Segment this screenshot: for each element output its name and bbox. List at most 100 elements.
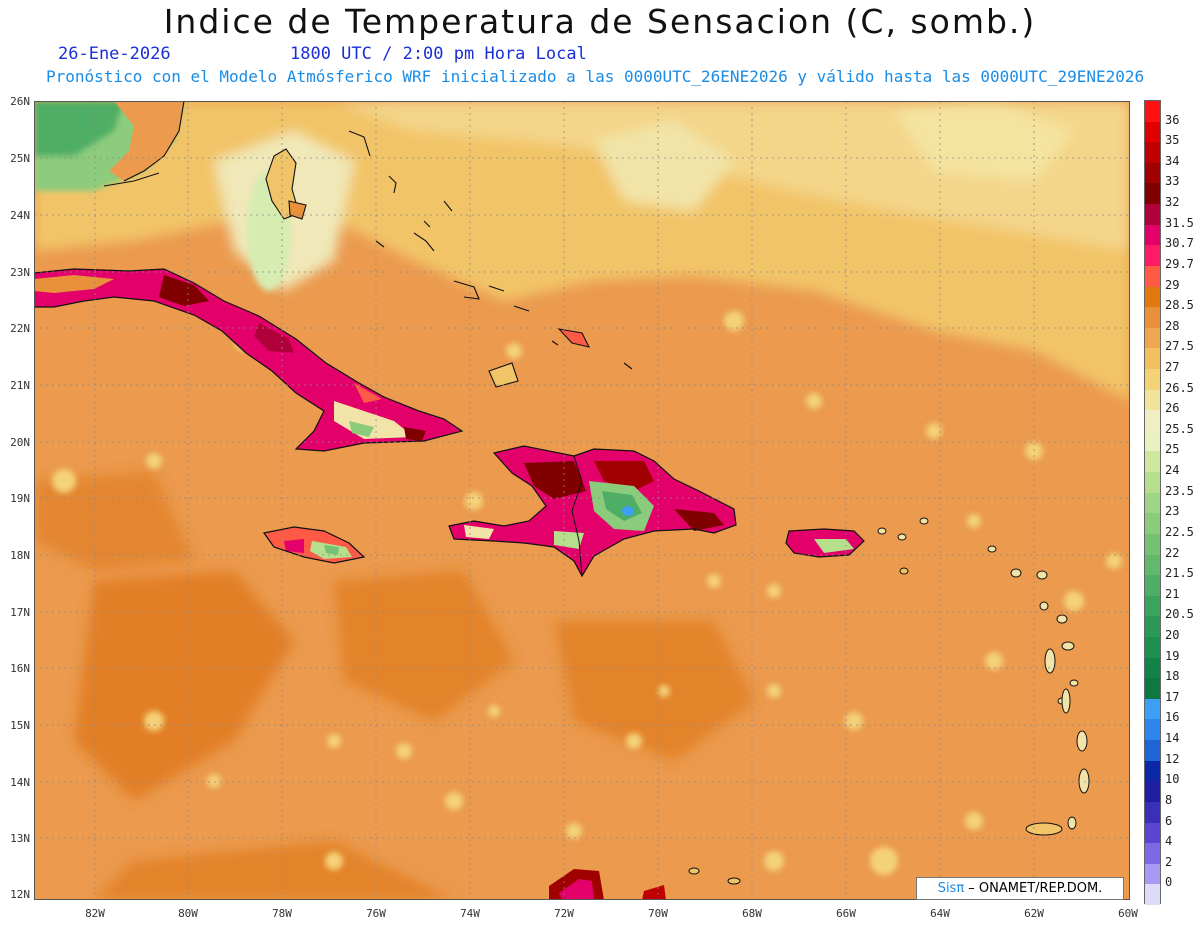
- colorbar-swatch: [1145, 843, 1160, 865]
- colorbar: [1144, 100, 1161, 906]
- colorbar-level-label: 36: [1165, 112, 1180, 127]
- lesser-antilles-islands: [688, 517, 1090, 885]
- lon-label: 70W: [648, 907, 668, 920]
- colorbar-swatch: [1145, 430, 1160, 452]
- colorbar-swatch: [1145, 781, 1160, 803]
- puerto-rico-land: [785, 528, 865, 558]
- lat-label: 13N: [10, 832, 30, 845]
- lon-label: 78W: [272, 907, 292, 920]
- colorbar-level-label: 29.7: [1165, 256, 1194, 271]
- colorbar-swatch: [1145, 348, 1160, 370]
- credit-org: – ONAMET/REP.DOM.: [964, 881, 1103, 896]
- sispi-logo: Sisπ: [937, 881, 965, 896]
- date-label: 26-Ene-2026: [58, 44, 171, 64]
- colorbar-swatch: [1145, 369, 1160, 391]
- colorbar-level-label: 30.7: [1165, 236, 1194, 251]
- colorbar-swatch: [1145, 142, 1160, 164]
- colorbar-level-label: 27: [1165, 360, 1180, 374]
- colorbar-level-label: 28.5: [1165, 298, 1194, 313]
- colorbar-swatch: [1145, 657, 1160, 679]
- colorbar-swatch: [1145, 740, 1160, 762]
- lat-label: 12N: [10, 888, 30, 901]
- lon-label: 60W: [1118, 907, 1138, 920]
- lat-label: 17N: [10, 606, 30, 619]
- colorbar-level-label: 12: [1165, 751, 1180, 766]
- lat-label: 16N: [10, 662, 30, 675]
- lon-label: 62W: [1024, 907, 1044, 920]
- colorbar-level-label: 32: [1165, 195, 1180, 210]
- colorbar-swatch: [1145, 389, 1160, 411]
- colorbar-level-label: 26: [1165, 401, 1180, 416]
- colorbar-swatch: [1145, 575, 1160, 597]
- lat-label: 23N: [10, 266, 30, 279]
- colorbar-level-label: 31.5: [1165, 215, 1194, 230]
- colorbar-swatch: [1145, 822, 1160, 844]
- lat-label: 14N: [10, 776, 30, 789]
- lon-label: 66W: [836, 907, 856, 920]
- colorbar-level-label: 8: [1165, 792, 1173, 807]
- colorbar-level-label: 23.5: [1165, 483, 1194, 498]
- colorbar-swatch: [1145, 101, 1160, 123]
- map-frame: [34, 101, 1130, 900]
- colorbar-level-label: 6: [1165, 813, 1173, 828]
- colorbar-swatch: [1145, 554, 1160, 576]
- colorbar-swatch: [1145, 533, 1160, 556]
- colorbar-swatch: [1145, 245, 1160, 267]
- lon-label: 80W: [178, 907, 198, 920]
- lat-label: 24N: [10, 209, 30, 222]
- colorbar-level-label: 21: [1165, 586, 1180, 601]
- lat-label: 20N: [10, 436, 30, 449]
- colorbar-swatch: [1145, 451, 1160, 473]
- colorbar-swatch: [1145, 513, 1160, 535]
- colorbar-level-label: 22: [1165, 545, 1180, 560]
- colorbar-swatch: [1145, 162, 1160, 184]
- colorbar-swatch: [1145, 492, 1160, 514]
- colorbar-level-label: 33: [1165, 174, 1180, 189]
- colorbar-level-label: 20.5: [1165, 607, 1194, 622]
- colorbar-swatch: [1145, 472, 1160, 494]
- colorbar-swatch: [1145, 224, 1160, 246]
- lon-label: 64W: [930, 907, 950, 920]
- bahamas-islands: [265, 130, 633, 388]
- lon-label: 76W: [366, 907, 386, 920]
- colorbar-swatch: [1145, 265, 1160, 288]
- lat-label: 22N: [10, 322, 30, 335]
- colorbar-level-label: 18: [1165, 669, 1180, 684]
- colorbar-level-label: 27.5: [1165, 339, 1194, 354]
- lon-label: 82W: [85, 907, 105, 920]
- colorbar-level-label: 19: [1165, 648, 1180, 663]
- colorbar-level-label: 20: [1165, 628, 1180, 642]
- colorbar-swatch: [1145, 637, 1160, 659]
- colorbar-swatch: [1145, 863, 1160, 885]
- colorbar-swatch: [1145, 698, 1160, 720]
- graticule: [34, 101, 1130, 900]
- forecast-description: Pronóstico con el Modelo Atmósferico WRF…: [46, 67, 1145, 86]
- colorbar-level-label: 23: [1165, 504, 1180, 519]
- caribbean-warm-field: [34, 471, 754, 900]
- colorbar-level-label: 25.5: [1165, 421, 1194, 436]
- colorbar-swatch: [1145, 307, 1160, 329]
- colorbar-swatch: [1145, 204, 1160, 226]
- colorbar-swatch: [1145, 719, 1160, 741]
- colorbar-level-label: 16: [1165, 710, 1180, 725]
- colorbar-swatch: [1145, 760, 1160, 782]
- colorbar-swatch: [1145, 616, 1160, 638]
- lat-label: 15N: [10, 719, 30, 732]
- colorbar-level-label: 14: [1165, 731, 1180, 746]
- lat-label: 19N: [10, 492, 30, 505]
- colorbar-level-label: 28: [1165, 318, 1180, 333]
- colorbar-swatch: [1145, 410, 1160, 432]
- jamaica-land: [262, 526, 366, 564]
- lat-label: 18N: [10, 549, 30, 562]
- lon-label: 72W: [554, 907, 574, 920]
- colorbar-swatch: [1145, 183, 1160, 205]
- colorbar-swatch: [1145, 595, 1160, 617]
- colorbar-swatch: [1145, 801, 1160, 824]
- colorbar-swatch: [1145, 884, 1160, 906]
- lat-label: 21N: [10, 379, 30, 392]
- colorbar-swatch: [1145, 121, 1160, 143]
- colorbar-level-label: 21.5: [1165, 566, 1194, 581]
- time-label: 1800 UTC / 2:00 pm Hora Local: [290, 44, 587, 64]
- lon-label: 68W: [742, 907, 762, 920]
- cuba-land: [34, 268, 464, 452]
